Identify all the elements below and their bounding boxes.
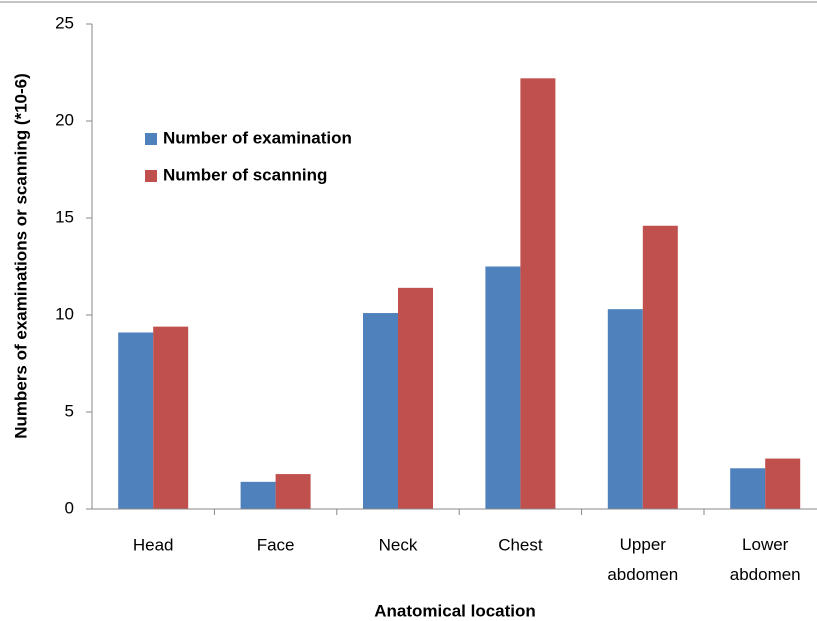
- bar: [607, 309, 643, 509]
- bar: [485, 266, 521, 509]
- y-tick-label: 20: [55, 110, 74, 129]
- bar: [398, 287, 433, 509]
- y-tick-label: 5: [65, 401, 74, 420]
- bar: [730, 468, 766, 509]
- bar: [520, 78, 556, 509]
- bar: [240, 481, 276, 509]
- bar: [118, 332, 154, 509]
- legend-swatch: [145, 133, 157, 145]
- bar: [153, 326, 189, 509]
- x-tick-label: Chest: [498, 535, 543, 554]
- bar: [363, 313, 398, 509]
- x-tick-label: Neck: [379, 535, 418, 554]
- legend-label: Number of examination: [163, 128, 352, 147]
- x-tick-label: Upper abdomen: [607, 535, 678, 584]
- y-tick-label: 25: [55, 13, 74, 32]
- x-tick-label: Lower abdomen: [730, 535, 801, 584]
- bar: [642, 225, 678, 509]
- x-tick-label: Head: [133, 535, 174, 554]
- legend-swatch: [145, 170, 157, 182]
- x-tick-label: Face: [257, 535, 295, 554]
- y-axis-label: Numbers of examinations or scanning (*10…: [11, 73, 30, 439]
- bar: [765, 458, 801, 509]
- bar: [275, 474, 311, 509]
- y-tick-label: 0: [65, 498, 74, 517]
- x-axis-label: Anatomical location: [374, 601, 536, 620]
- y-tick-label: 10: [55, 304, 74, 323]
- legend-label: Number of scanning: [163, 165, 327, 184]
- y-tick-label: 15: [55, 207, 74, 226]
